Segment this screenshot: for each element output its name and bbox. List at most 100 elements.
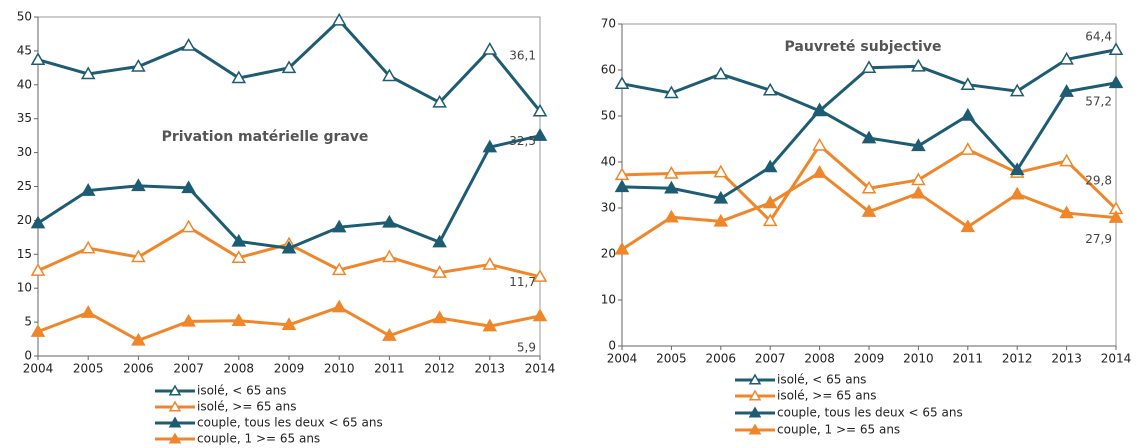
x-tick-label: 2004 [23,362,54,376]
legend-marker [168,432,182,444]
marker [762,159,778,173]
marker [181,219,196,233]
marker [131,332,146,346]
y-tick-label: 30 [17,145,32,159]
marker [1108,42,1124,56]
marker [80,305,96,318]
marker [382,68,397,82]
legend-marker [748,373,762,385]
x-tick-label: 2013 [1051,352,1082,366]
value-label: 57,2 [1085,94,1112,108]
y-tick-label: 0 [608,339,616,353]
marker [131,58,146,72]
marker [231,233,247,247]
marker [911,172,926,186]
marker [664,209,679,223]
marker [30,324,46,337]
marker [713,66,729,80]
marker [181,37,196,51]
value-label: 5,9 [517,340,536,354]
x-tick-label: 2010 [903,352,934,366]
marker [664,85,679,99]
marker [664,180,679,194]
marker [80,66,96,80]
marker [762,213,778,227]
y-tick-label: 20 [601,247,616,261]
marker [713,164,729,178]
y-tick-label: 50 [601,109,616,123]
x-tick-label: 2007 [173,362,204,376]
marker [30,215,46,229]
marker [331,262,347,276]
x-tick-label: 2014 [525,362,556,376]
y-tick-label: 10 [601,293,616,307]
marker [432,310,447,324]
marker [181,313,196,327]
legend-label: couple, tous les deux < 65 ans [197,416,383,430]
x-tick-label: 2006 [706,352,737,366]
marker [664,165,679,179]
marker [911,138,926,152]
marker [482,139,498,153]
legend-label: isolé, < 65 ans [197,384,286,398]
marker [1059,205,1074,219]
x-tick-label: 2012 [1002,352,1033,366]
marker [281,240,297,254]
x-tick-label: 2011 [953,352,984,366]
marker [80,183,96,196]
marker [960,142,976,155]
value-label: 27,9 [1085,232,1112,246]
x-tick-label: 2013 [475,362,506,376]
marker [331,219,347,233]
x-tick-label: 2012 [424,362,455,376]
legend-label: couple, 1 >= 65 ans [197,432,320,446]
legend-marker [168,416,182,428]
marker [131,249,146,263]
marker [960,108,976,121]
marker [532,308,548,322]
y-tick-label: 15 [17,247,32,261]
marker [482,256,498,270]
marker [30,52,46,65]
marker [231,313,247,326]
chart-title: Privation matérielle grave [162,129,369,145]
marker [281,60,297,74]
marker [482,42,498,55]
value-label: 64,4 [1085,29,1112,43]
y-tick-label: 40 [17,77,32,91]
marker [762,195,778,209]
x-tick-label: 2007 [755,352,786,366]
chart-title: Pauvreté subjective [785,39,942,55]
x-tick-label: 2005 [73,362,104,376]
legend-label: couple, 1 >= 65 ans [777,423,900,437]
legend-label: isolé, < 65 ans [777,373,866,387]
marker [861,204,877,217]
marker [482,318,498,332]
x-tick-label: 2014 [1101,352,1132,366]
x-tick-label: 2005 [656,352,687,366]
marker [1108,75,1124,89]
marker [812,137,827,151]
marker [1059,153,1074,167]
marker [861,130,877,144]
y-tick-label: 0 [24,349,32,363]
y-tick-label: 5 [24,315,32,329]
legend-marker [748,423,762,435]
value-label: 29,8 [1085,173,1112,187]
marker [614,76,630,90]
legend-marker [168,384,182,396]
y-tick-label: 35 [17,111,32,125]
x-tick-label: 2010 [324,362,355,376]
marker [812,102,827,116]
marker [614,241,630,255]
series-line [37,134,541,250]
marker [1059,51,1074,65]
y-tick-label: 25 [17,179,32,193]
marker [382,214,397,228]
marker [960,219,976,233]
marker [281,317,297,331]
marker [713,213,729,227]
marker [1108,210,1124,223]
marker [1009,162,1025,176]
